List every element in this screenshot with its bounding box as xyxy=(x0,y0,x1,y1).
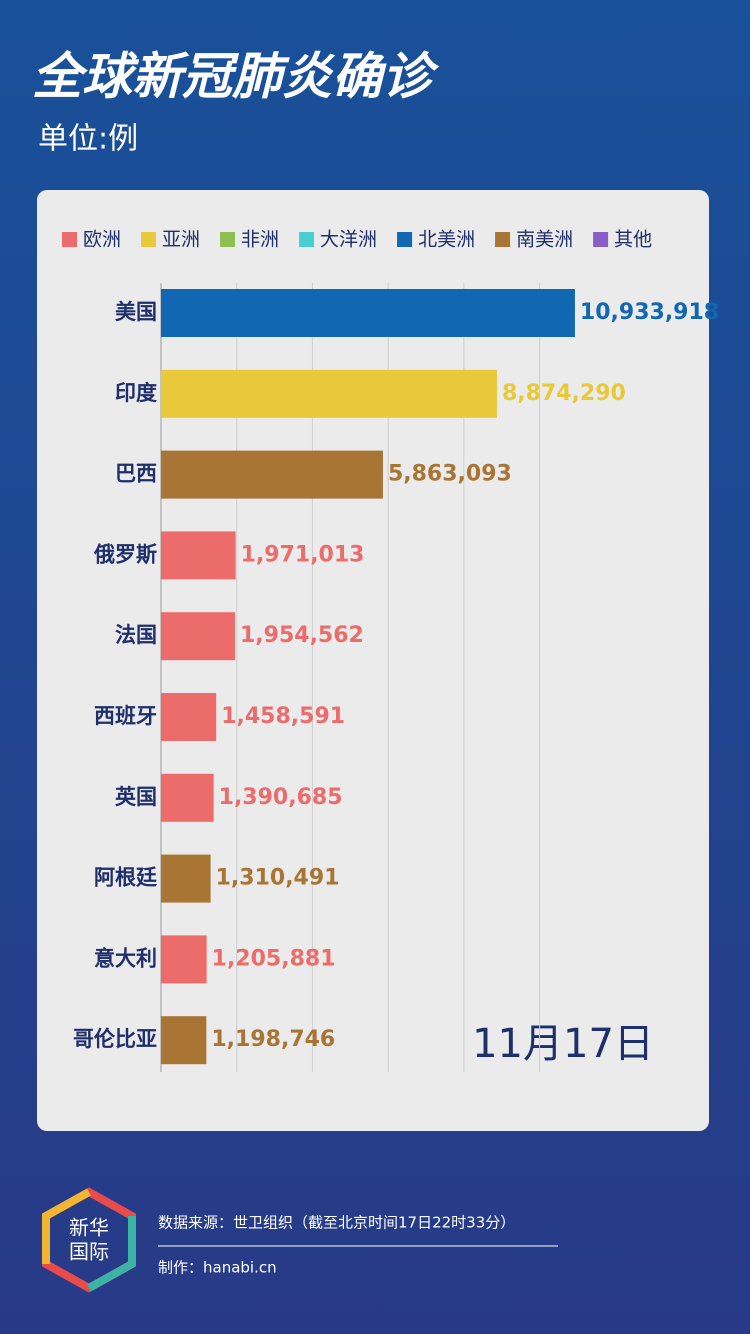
legend-swatch xyxy=(593,232,609,247)
y-tick-label: 美国 xyxy=(115,300,157,324)
bar xyxy=(161,935,207,984)
bar xyxy=(161,289,575,337)
y-tick-label: 阿根廷 xyxy=(94,866,158,890)
logo-text: 新华 xyxy=(69,1216,109,1240)
y-tick-label: 西班牙 xyxy=(94,704,157,728)
y-tick-label: 印度 xyxy=(115,381,157,405)
value-label: 1,310,491 xyxy=(216,866,340,891)
source: 数据来源：世卫组织（截至北京时间17日22时33分） xyxy=(158,1214,515,1232)
value-label: 1,971,013 xyxy=(241,542,365,567)
bar xyxy=(161,369,497,418)
legend-label: 欧洲 xyxy=(83,229,121,251)
subtitle: 单位:例 xyxy=(38,122,138,157)
bar xyxy=(161,612,235,661)
legend-label: 亚洲 xyxy=(162,229,200,251)
legend-swatch xyxy=(299,232,315,247)
value-label: 10,933,918 xyxy=(580,300,719,325)
bar xyxy=(161,854,211,903)
legend-swatch xyxy=(141,232,157,247)
title: 全球新冠肺炎确诊 xyxy=(32,48,440,106)
y-tick-label: 法国 xyxy=(115,623,157,647)
bar xyxy=(161,531,236,580)
legend-label: 北美洲 xyxy=(418,229,475,251)
legend-label: 南美洲 xyxy=(516,229,573,251)
legend-label: 非洲 xyxy=(241,229,279,251)
legend-swatch xyxy=(62,232,77,247)
bar xyxy=(161,693,217,741)
value-label: 1,205,881 xyxy=(212,946,336,971)
bar xyxy=(161,450,383,499)
legend-swatch xyxy=(495,232,511,247)
y-tick-label: 英国 xyxy=(115,785,157,809)
y-tick-label: 俄罗斯 xyxy=(93,542,157,566)
legend-label: 大洋洲 xyxy=(320,229,377,251)
y-tick-label: 哥伦比亚 xyxy=(73,1027,157,1051)
value-label: 1,954,562 xyxy=(240,623,364,648)
legend-swatch xyxy=(220,232,236,247)
value-label: 5,863,093 xyxy=(388,462,512,487)
value-label: 8,874,290 xyxy=(502,381,626,406)
value-label: 1,198,746 xyxy=(211,1027,335,1052)
y-tick-label: 巴西 xyxy=(115,462,157,486)
value-label: 1,390,685 xyxy=(219,785,343,810)
legend-label: 其他 xyxy=(614,229,652,251)
value-label: 1,458,591 xyxy=(221,704,345,729)
logo: 新华 国际 xyxy=(42,1187,136,1293)
logo-text: 国际 xyxy=(69,1240,109,1264)
logo-ring xyxy=(42,1188,91,1264)
bar xyxy=(161,1016,207,1065)
credit: 制作：hanabi.cn xyxy=(158,1259,277,1277)
y-tick-label: 意大利 xyxy=(94,946,157,970)
bar xyxy=(161,773,214,822)
date-annotation: 11月17日 xyxy=(472,1021,654,1067)
legend-swatch xyxy=(397,232,413,247)
logo-ring xyxy=(87,1216,136,1292)
